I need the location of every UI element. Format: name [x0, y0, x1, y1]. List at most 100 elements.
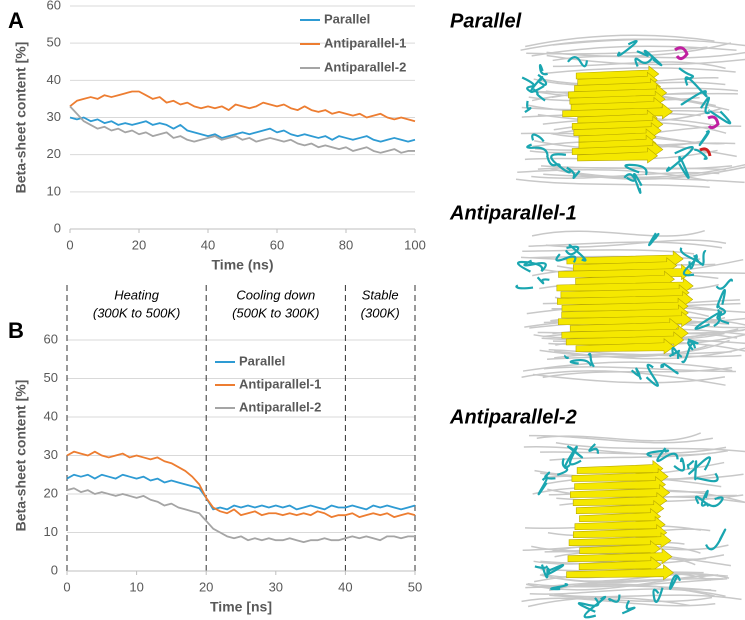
loop	[668, 349, 681, 359]
loop	[668, 574, 682, 590]
loop	[543, 471, 556, 480]
beta-strand	[575, 338, 675, 355]
x-tick-label: 60	[270, 237, 284, 252]
x-tick-label: 40	[338, 579, 352, 594]
panel-label: B	[8, 318, 24, 343]
loop	[684, 76, 708, 98]
loop	[538, 64, 548, 76]
coil	[515, 178, 710, 188]
loop	[566, 445, 584, 459]
loop	[536, 276, 550, 285]
loop	[698, 130, 711, 147]
beta-strand	[568, 532, 672, 549]
structure-label: Antiparallel-2	[449, 406, 577, 428]
loop	[587, 352, 595, 368]
loop	[671, 346, 683, 358]
x-axis-title: Time (ns)	[212, 257, 274, 273]
structure-label: Parallel	[450, 10, 522, 32]
loop	[688, 254, 698, 270]
legend-label: Antiparallel-2	[324, 59, 406, 74]
beta-strand	[570, 484, 671, 501]
coil	[522, 249, 695, 255]
loop	[564, 245, 580, 256]
loop	[660, 363, 666, 369]
loop	[630, 367, 643, 381]
coil	[544, 67, 736, 75]
loop	[713, 308, 721, 328]
loop	[621, 600, 636, 615]
coil	[520, 38, 689, 51]
loop	[652, 587, 664, 603]
coil	[547, 350, 732, 360]
structure-label: Antiparallel-1	[449, 202, 577, 224]
loop	[688, 456, 712, 475]
legend-label: Antiparallel-1	[239, 376, 321, 391]
beta-strand	[572, 492, 668, 509]
coil	[536, 432, 702, 442]
y-tick-label: 30	[47, 109, 61, 124]
y-tick-label: 60	[44, 331, 58, 346]
loop	[623, 173, 642, 194]
protein-structure	[515, 34, 745, 194]
data-line	[66, 473, 416, 511]
beta-strand	[567, 548, 673, 565]
x-tick-label: 40	[201, 237, 215, 252]
coil	[527, 578, 728, 588]
phase-range: (300K)	[361, 305, 400, 320]
beta-strand	[571, 467, 669, 485]
phase-name: Cooling down	[236, 287, 315, 302]
x-tick-label: 10	[129, 579, 143, 594]
loop	[715, 278, 733, 290]
protein-structure	[521, 432, 745, 619]
loop	[700, 489, 709, 507]
x-tick-label: 100	[404, 237, 426, 252]
loop	[568, 244, 587, 262]
loop	[665, 145, 694, 172]
loop	[673, 457, 686, 472]
loop	[550, 583, 569, 591]
y-tick-label: 0	[54, 220, 61, 235]
beta-strand	[566, 564, 674, 581]
loop	[694, 460, 698, 481]
loop	[516, 260, 544, 273]
x-tick-label: 20	[199, 579, 213, 594]
coil	[532, 373, 726, 384]
x-tick-label: 20	[132, 237, 146, 252]
loop	[515, 284, 534, 290]
loop	[531, 133, 545, 143]
coil	[554, 593, 742, 601]
loop	[564, 354, 570, 360]
phase-range: (500K to 300K)	[232, 305, 319, 320]
data-line	[69, 105, 415, 154]
legend-label: Antiparallel-2	[239, 399, 321, 414]
loop	[583, 595, 607, 619]
loop	[546, 564, 565, 576]
loop	[681, 342, 697, 364]
helix	[707, 115, 720, 130]
y-tick-label: 60	[47, 0, 61, 12]
loop	[643, 49, 663, 67]
x-tick-label: 0	[66, 237, 73, 252]
loop	[546, 155, 561, 168]
beta-strand	[578, 556, 662, 573]
loop	[577, 597, 600, 613]
loop	[567, 56, 589, 68]
loop	[526, 143, 549, 157]
protein-structure	[515, 229, 745, 387]
panel-label: A	[8, 8, 24, 33]
coil	[522, 361, 733, 372]
y-axis-title: Beta-sheet content [%]	[13, 380, 29, 532]
loop	[616, 40, 638, 57]
legend-label: Parallel	[239, 353, 285, 368]
y-tick-label: 10	[47, 183, 61, 198]
loop	[695, 250, 707, 266]
y-tick-label: 40	[47, 72, 61, 87]
coil	[537, 577, 724, 588]
x-tick-label: 80	[339, 237, 353, 252]
coil	[531, 229, 705, 237]
x-tick-label: 0	[63, 579, 70, 594]
beta-strand	[577, 147, 659, 164]
loop	[694, 148, 708, 160]
loop	[634, 56, 654, 67]
